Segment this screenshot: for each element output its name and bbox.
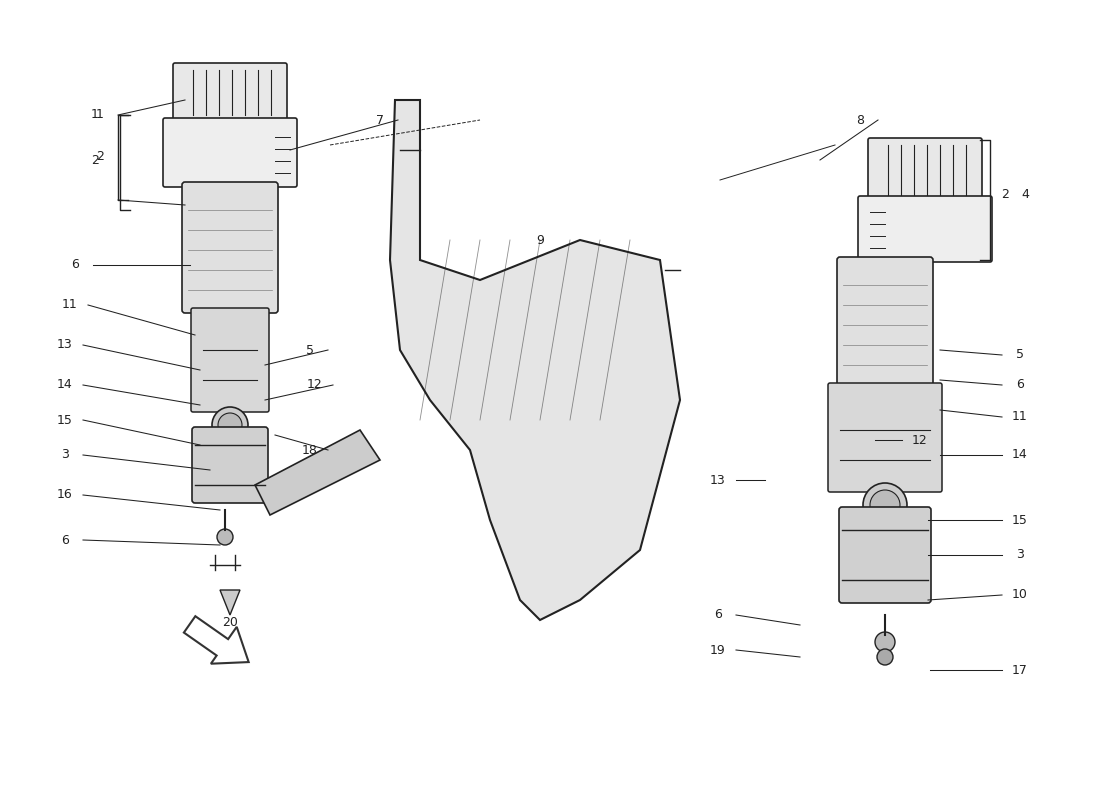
- Text: 18: 18: [302, 443, 318, 457]
- Circle shape: [874, 632, 895, 652]
- Text: 5: 5: [1016, 349, 1024, 362]
- Text: 17: 17: [1012, 663, 1027, 677]
- Text: 2: 2: [96, 150, 103, 163]
- FancyBboxPatch shape: [173, 63, 287, 122]
- Text: 6: 6: [1016, 378, 1024, 391]
- Circle shape: [877, 649, 893, 665]
- Text: 8: 8: [856, 114, 864, 126]
- FancyBboxPatch shape: [868, 138, 982, 202]
- Text: 3: 3: [62, 449, 69, 462]
- FancyBboxPatch shape: [192, 427, 268, 503]
- FancyBboxPatch shape: [839, 507, 931, 603]
- Circle shape: [212, 407, 248, 443]
- Text: 2: 2: [1001, 189, 1009, 202]
- Text: 11: 11: [62, 298, 78, 311]
- Circle shape: [864, 483, 907, 527]
- Text: 12: 12: [307, 378, 323, 391]
- Text: 7: 7: [376, 114, 384, 126]
- Text: 14: 14: [1012, 449, 1027, 462]
- Text: 1: 1: [91, 109, 99, 122]
- Text: 20: 20: [222, 615, 238, 629]
- Circle shape: [217, 529, 233, 545]
- FancyBboxPatch shape: [837, 257, 933, 388]
- Text: 11: 11: [1012, 410, 1027, 423]
- Polygon shape: [184, 616, 249, 664]
- Text: 15: 15: [57, 414, 73, 426]
- Text: 13: 13: [57, 338, 73, 351]
- Text: 3: 3: [1016, 549, 1024, 562]
- Text: 4: 4: [1021, 189, 1028, 202]
- Text: 14: 14: [57, 378, 73, 391]
- Polygon shape: [390, 100, 680, 620]
- Text: 5: 5: [306, 343, 313, 357]
- Circle shape: [870, 490, 900, 520]
- Polygon shape: [220, 590, 240, 615]
- Text: 15: 15: [1012, 514, 1027, 526]
- Text: 9: 9: [536, 234, 543, 246]
- FancyBboxPatch shape: [858, 196, 992, 262]
- Text: 6: 6: [72, 258, 79, 271]
- FancyBboxPatch shape: [191, 308, 270, 412]
- FancyBboxPatch shape: [163, 118, 297, 187]
- Text: 19: 19: [711, 643, 726, 657]
- Text: 1: 1: [96, 109, 103, 122]
- Text: 6: 6: [714, 609, 722, 622]
- Text: 2: 2: [91, 154, 99, 166]
- Text: 6: 6: [62, 534, 69, 546]
- Circle shape: [218, 413, 242, 437]
- FancyBboxPatch shape: [828, 383, 942, 492]
- Polygon shape: [255, 430, 380, 515]
- Text: 13: 13: [711, 474, 726, 486]
- Text: 10: 10: [1012, 589, 1027, 602]
- FancyBboxPatch shape: [182, 182, 278, 313]
- Text: 16: 16: [57, 489, 73, 502]
- Text: 12: 12: [912, 434, 928, 446]
